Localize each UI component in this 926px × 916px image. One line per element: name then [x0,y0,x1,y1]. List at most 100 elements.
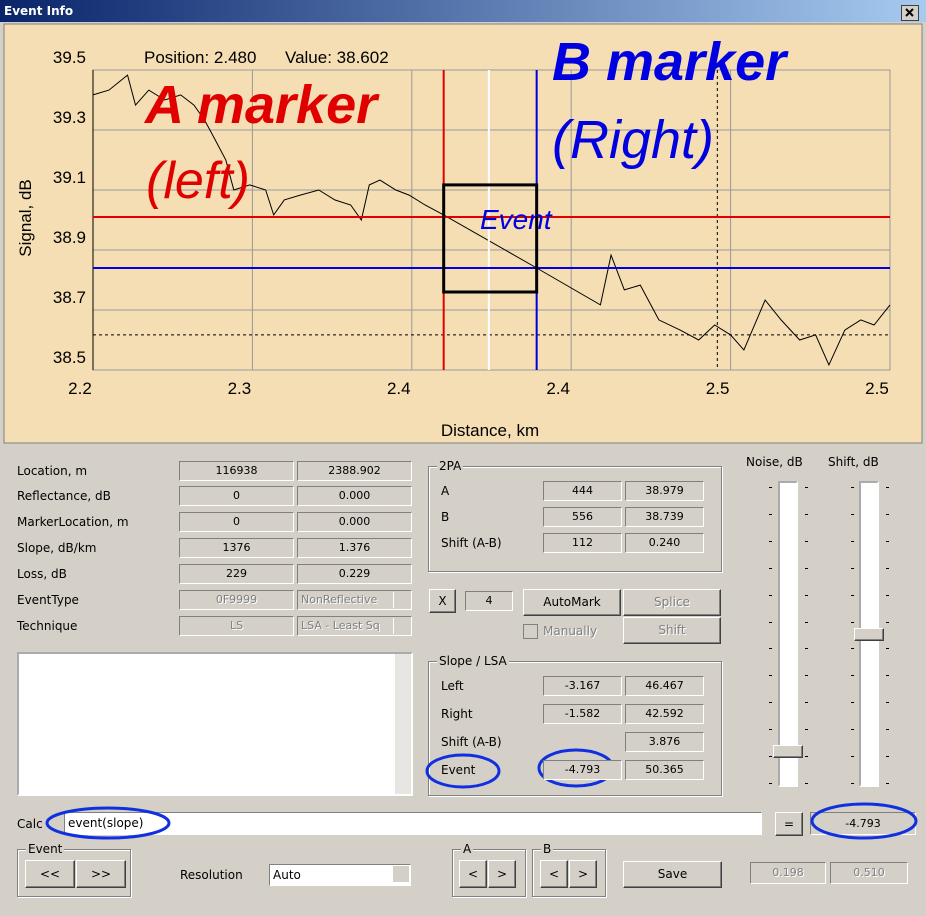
value-field: 444 [543,481,622,501]
value-field: 42.592 [625,704,704,724]
y-axis-label: Signal, dB [16,179,35,257]
close-button[interactable] [901,5,919,21]
next-button[interactable]: >> [76,860,126,888]
equals-button[interactable]: = [775,812,803,836]
annotation: (Right) [552,110,714,170]
value-field: -3.167 [543,676,622,696]
title-bar: Event Info [0,0,926,22]
x-button[interactable]: X [429,589,456,613]
noise-slider[interactable] [778,481,798,787]
notes-box[interactable] [17,652,413,796]
group-title: A [461,842,474,856]
slider-tick [886,540,889,542]
value-field: -1.582 [543,704,622,724]
slider-tick [851,621,854,623]
slider-tick [886,621,889,623]
x-tick-label: 2.3 [228,379,252,398]
noise-thumb[interactable] [773,745,803,758]
event-box [442,183,539,294]
field-label: A [441,484,450,498]
value-field: 1376 [179,538,294,558]
calc-result: -4.793 [810,812,916,835]
shift-button[interactable]: Shift [623,617,721,644]
annotation: B marker [552,32,789,92]
field-label: Left [441,679,464,693]
chart-panel [3,23,923,444]
value-field: 556 [543,507,622,527]
value-field: -4.793 [543,760,622,780]
slider-tick [769,513,772,515]
x-tick-label: 2.5 [865,379,889,398]
group-title: B [541,842,554,856]
slider-tick [851,513,854,515]
two-pa-group: 2PA [428,459,722,572]
slider-tick [886,729,889,731]
group-title: Slope / LSA [437,654,509,668]
shift-thumb[interactable] [854,628,884,641]
resolution-combo[interactable]: Auto [269,864,411,886]
value-field: 0.229 [297,564,412,584]
slider-tick [805,782,808,784]
y-tick-label: 39.1 [53,168,86,187]
value-field: 0F9999 [179,590,294,610]
slider-tick [851,567,854,569]
slider-tick [805,594,808,596]
slider-tick [886,756,889,757]
combo-box[interactable]: LSA - Least Sq [297,616,412,636]
annotation: A marker [143,75,380,135]
count-field[interactable]: 4 [465,591,513,611]
x-axis-label: Distance, km [441,421,539,440]
value-field: 229 [179,564,294,584]
value-field: 112 [543,533,622,553]
x-tick-label: 2.4 [546,379,570,398]
b-left-button[interactable]: < [540,860,568,888]
slider-tick [769,594,772,596]
value-field: 0.240 [625,533,704,553]
field-label: Loss, dB [17,567,67,581]
slider-tick [851,702,854,704]
slider-tick [769,540,772,542]
annotation: Event [480,204,553,235]
a-left-button[interactable]: < [459,860,487,888]
slider-tick [851,729,854,731]
group-title: Event [26,842,65,856]
slider-tick [805,487,808,488]
manually-checkbox[interactable] [523,624,538,639]
x-tick-label: 2.5 [706,379,730,398]
slope-lsa-group: Slope / LSA [428,654,722,796]
cursor-value: Value: 38.602 [285,48,389,67]
slider-tick [769,621,772,623]
x-tick-label: 2.4 [387,379,411,398]
group-title: 2PA [437,459,464,473]
value-field: 0.000 [297,512,412,532]
annotation: (left) [146,152,250,210]
splice-button[interactable]: Splice [623,589,721,616]
y-tick-label: 39.3 [53,108,86,127]
slider-tick [769,756,772,757]
slider-tick [851,782,854,784]
slider-tick [851,648,854,650]
slider-tick [805,567,808,569]
value-field: 50.365 [625,760,704,780]
slider-tick [886,594,889,596]
slider-tick [769,729,772,731]
slider-tick [769,648,772,650]
save-button[interactable]: Save [623,861,722,888]
noise-label: Noise, dB [746,455,803,469]
combo-box[interactable]: NonReflective [297,590,412,610]
slider-tick [769,702,772,704]
prev-button[interactable]: << [25,860,75,888]
event-group: Event [17,842,131,897]
readout-field: 0.510 [830,862,908,884]
calc-input[interactable]: event(slope) [64,812,762,835]
automark-button[interactable]: AutoMark [523,589,621,616]
slider-tick [851,756,854,757]
slider-tick [851,540,854,542]
scrollbar[interactable] [395,654,411,794]
field-label: Location, m [17,464,88,478]
manually-label: Manually [543,624,598,638]
a-right-button[interactable]: > [488,860,516,888]
b-right-button[interactable]: > [569,860,597,888]
value-field: 1.376 [297,538,412,558]
